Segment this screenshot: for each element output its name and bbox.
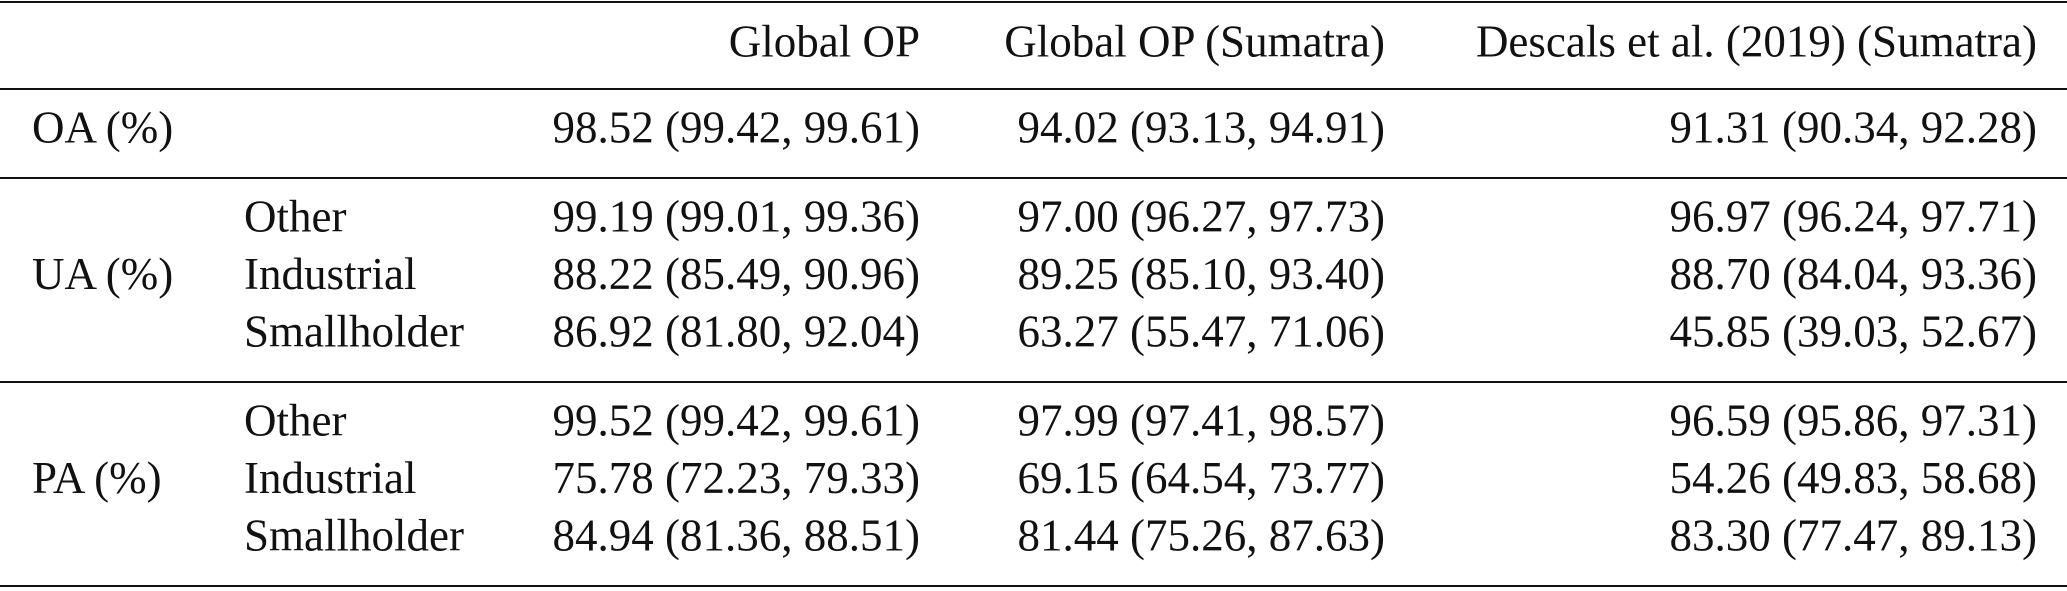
column-header: Descals et al. (2019) (Sumatra) [1476, 16, 2037, 66]
row-label: Industrial [244, 453, 416, 503]
cell: 86.92 (81.80, 92.04) [553, 306, 920, 356]
row-label: Industrial [244, 249, 416, 299]
row-label: Other [244, 395, 346, 445]
cell: 89.25 (85.10, 93.40) [1018, 249, 1385, 299]
column-header: Global OP [729, 16, 920, 66]
cell: 96.97 (96.24, 97.71) [1670, 191, 2037, 241]
cell: 45.85 (39.03, 52.67) [1670, 306, 2037, 356]
cell: 94.02 (93.13, 94.91) [1018, 102, 1385, 152]
group-label: PA (%) [32, 453, 162, 503]
row-label: Smallholder [244, 510, 464, 560]
row-label: Smallholder [244, 306, 464, 356]
cell: 83.30 (77.47, 89.13) [1670, 510, 2037, 560]
cell: 98.52 (99.42, 99.61) [553, 102, 920, 152]
cell: 75.78 (72.23, 79.33) [553, 453, 920, 503]
cell: 84.94 (81.36, 88.51) [553, 510, 920, 560]
cell: 99.52 (99.42, 99.61) [553, 395, 920, 445]
column-header: Global OP (Sumatra) [1004, 16, 1385, 66]
cell: 99.19 (99.01, 99.36) [553, 191, 920, 241]
cell: 88.70 (84.04, 93.36) [1670, 249, 2037, 299]
cell: 97.99 (97.41, 98.57) [1018, 395, 1385, 445]
cell: 96.59 (95.86, 97.31) [1670, 395, 2037, 445]
cell: 88.22 (85.49, 90.96) [553, 249, 920, 299]
cell: 97.00 (96.27, 97.73) [1018, 191, 1385, 241]
cell: 69.15 (64.54, 73.77) [1018, 453, 1385, 503]
row-label: Other [244, 191, 346, 241]
group-label: UA (%) [32, 249, 173, 299]
cell: 54.26 (49.83, 58.68) [1670, 453, 2037, 503]
cell: 63.27 (55.47, 71.06) [1018, 306, 1385, 356]
group-label: OA (%) [32, 102, 173, 152]
cell: 91.31 (90.34, 92.28) [1670, 102, 2037, 152]
cell: 81.44 (75.26, 87.63) [1018, 510, 1385, 560]
